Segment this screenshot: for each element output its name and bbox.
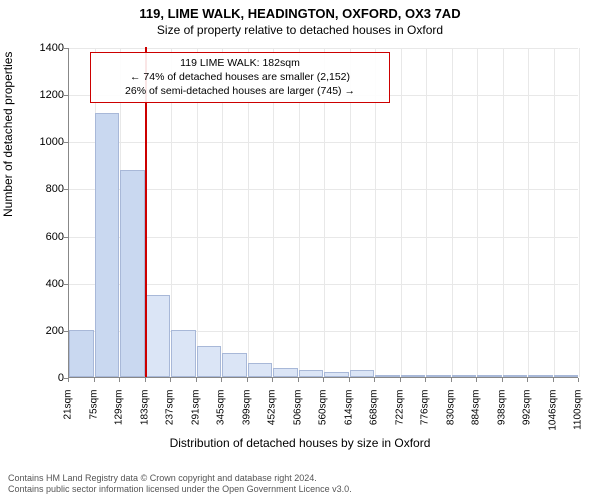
- y-tick-label: 600: [24, 231, 64, 243]
- y-tick-mark: [64, 284, 68, 285]
- annotation-line: ← 74% of detached houses are smaller (2,…: [97, 70, 383, 84]
- x-tick-label: 1046sqm: [547, 390, 558, 450]
- x-tick-mark: [170, 378, 171, 382]
- histogram-bar: [248, 363, 273, 377]
- x-tick-mark: [374, 378, 375, 382]
- x-tick-label: 345sqm: [216, 390, 227, 450]
- y-tick-mark: [64, 237, 68, 238]
- annotation-line: 119 LIME WALK: 182sqm: [97, 56, 383, 70]
- y-tick-label: 200: [24, 325, 64, 337]
- y-tick-label: 400: [24, 278, 64, 290]
- histogram-bar: [554, 375, 579, 377]
- histogram-bar: [146, 295, 171, 378]
- x-tick-label: 668sqm: [369, 390, 380, 450]
- x-tick-label: 291sqm: [190, 390, 201, 450]
- x-tick-label: 21sqm: [63, 390, 74, 450]
- annotation-callout: 119 LIME WALK: 182sqm← 74% of detached h…: [90, 52, 390, 103]
- y-tick-mark: [64, 189, 68, 190]
- histogram-bar: [273, 368, 298, 377]
- histogram-bar: [299, 370, 324, 377]
- x-tick-label: 75sqm: [88, 390, 99, 450]
- x-tick-mark: [272, 378, 273, 382]
- x-tick-label: 830sqm: [445, 390, 456, 450]
- annotation-line: 26% of semi-detached houses are larger (…: [97, 84, 383, 98]
- x-tick-mark: [502, 378, 503, 382]
- x-tick-mark: [298, 378, 299, 382]
- gridline-v: [554, 48, 555, 377]
- x-tick-label: 614sqm: [343, 390, 354, 450]
- x-tick-label: 452sqm: [267, 390, 278, 450]
- gridline-v: [452, 48, 453, 377]
- x-tick-mark: [527, 378, 528, 382]
- x-tick-mark: [553, 378, 554, 382]
- y-tick-label: 0: [24, 372, 64, 384]
- x-tick-mark: [119, 378, 120, 382]
- x-tick-mark: [196, 378, 197, 382]
- footer-line-1: Contains HM Land Registry data © Crown c…: [8, 473, 352, 485]
- x-tick-mark: [323, 378, 324, 382]
- histogram-bar: [503, 375, 528, 377]
- y-tick-mark: [64, 95, 68, 96]
- histogram-bar: [401, 375, 426, 377]
- x-tick-mark: [476, 378, 477, 382]
- x-tick-mark: [145, 378, 146, 382]
- footer-attribution: Contains HM Land Registry data © Crown c…: [8, 473, 352, 496]
- x-tick-label: 399sqm: [241, 390, 252, 450]
- histogram-bar: [350, 370, 375, 377]
- x-tick-mark: [425, 378, 426, 382]
- y-tick-mark: [64, 331, 68, 332]
- histogram-bar: [477, 375, 502, 377]
- x-tick-mark: [221, 378, 222, 382]
- y-tick-mark: [64, 142, 68, 143]
- gridline-v: [528, 48, 529, 377]
- x-tick-label: 1100sqm: [573, 390, 584, 450]
- x-tick-mark: [247, 378, 248, 382]
- gridline-v: [426, 48, 427, 377]
- x-tick-label: 992sqm: [522, 390, 533, 450]
- histogram-bar: [222, 353, 247, 377]
- histogram-bar: [197, 346, 222, 377]
- x-tick-label: 237sqm: [165, 390, 176, 450]
- gridline-v: [401, 48, 402, 377]
- x-tick-label: 183sqm: [139, 390, 150, 450]
- x-tick-mark: [578, 378, 579, 382]
- histogram-bar: [324, 372, 349, 377]
- x-tick-label: 722sqm: [394, 390, 405, 450]
- histogram-bar: [171, 330, 196, 377]
- chart-container: 119, LIME WALK, HEADINGTON, OXFORD, OX3 …: [0, 0, 600, 500]
- x-tick-label: 776sqm: [420, 390, 431, 450]
- gridline-v: [503, 48, 504, 377]
- x-tick-label: 129sqm: [114, 390, 125, 450]
- histogram-bar: [375, 375, 400, 377]
- x-tick-label: 884sqm: [471, 390, 482, 450]
- x-tick-label: 938sqm: [496, 390, 507, 450]
- gridline-v: [477, 48, 478, 377]
- y-tick-label: 1400: [24, 42, 64, 54]
- x-tick-mark: [349, 378, 350, 382]
- histogram-bar: [452, 375, 477, 377]
- histogram-bar: [528, 375, 553, 377]
- y-axis-label: Number of detached properties: [1, 52, 15, 217]
- y-tick-label: 800: [24, 183, 64, 195]
- histogram-bar: [69, 330, 94, 377]
- histogram-bar: [95, 113, 120, 377]
- x-tick-mark: [94, 378, 95, 382]
- footer-line-2: Contains public sector information licen…: [8, 484, 352, 496]
- x-tick-mark: [400, 378, 401, 382]
- histogram-bar: [426, 375, 451, 377]
- page-subtitle: Size of property relative to detached ho…: [0, 21, 600, 37]
- gridline-v: [579, 48, 580, 377]
- histogram-bar: [120, 170, 145, 377]
- page-title: 119, LIME WALK, HEADINGTON, OXFORD, OX3 …: [0, 0, 600, 21]
- y-tick-label: 1000: [24, 136, 64, 148]
- x-tick-mark: [68, 378, 69, 382]
- x-tick-mark: [451, 378, 452, 382]
- x-tick-label: 560sqm: [318, 390, 329, 450]
- y-tick-label: 1200: [24, 89, 64, 101]
- y-tick-mark: [64, 48, 68, 49]
- x-tick-label: 506sqm: [292, 390, 303, 450]
